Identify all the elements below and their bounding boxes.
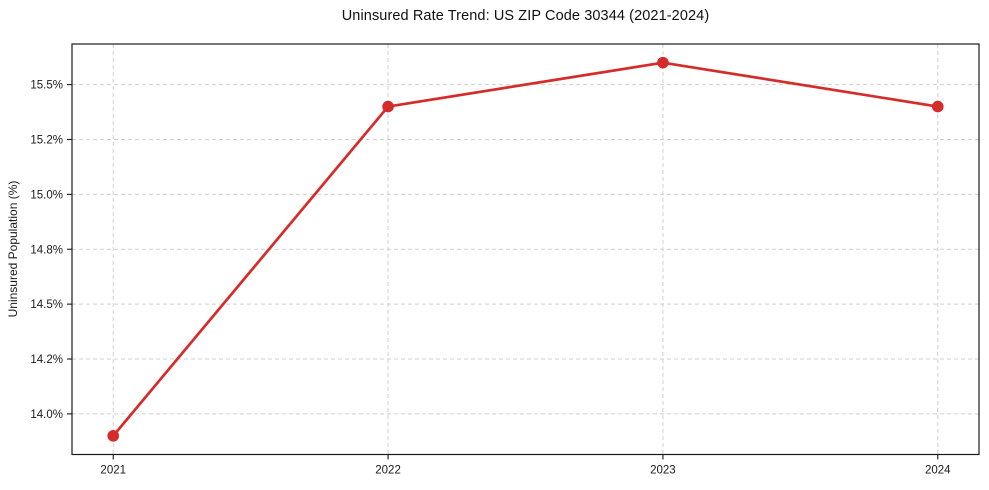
x-tick-label: 2022 xyxy=(375,465,401,477)
data-point-marker xyxy=(382,100,394,113)
x-tick-label: 2021 xyxy=(100,465,126,477)
data-point-marker xyxy=(657,56,669,69)
chart-title: Uninsured Rate Trend: US ZIP Code 30344 … xyxy=(341,8,710,24)
x-tick-label: 2023 xyxy=(650,465,676,477)
y-tick-label: 15.0% xyxy=(30,189,63,201)
data-point-marker xyxy=(107,430,120,442)
y-tick-label: 15.2% xyxy=(30,134,63,146)
y-tick-label: 14.8% xyxy=(30,244,63,256)
x-tick-label: 2024 xyxy=(925,465,951,477)
y-tick-label: 14.5% xyxy=(30,299,63,311)
data-point-marker xyxy=(931,100,944,113)
y-tick-label: 15.5% xyxy=(30,80,63,92)
y-tick-label: 14.2% xyxy=(30,354,63,366)
y-tick-label: 14.0% xyxy=(30,409,63,421)
trend-line xyxy=(111,61,940,438)
y-axis-label: Uninsured Population (%) xyxy=(6,180,20,318)
